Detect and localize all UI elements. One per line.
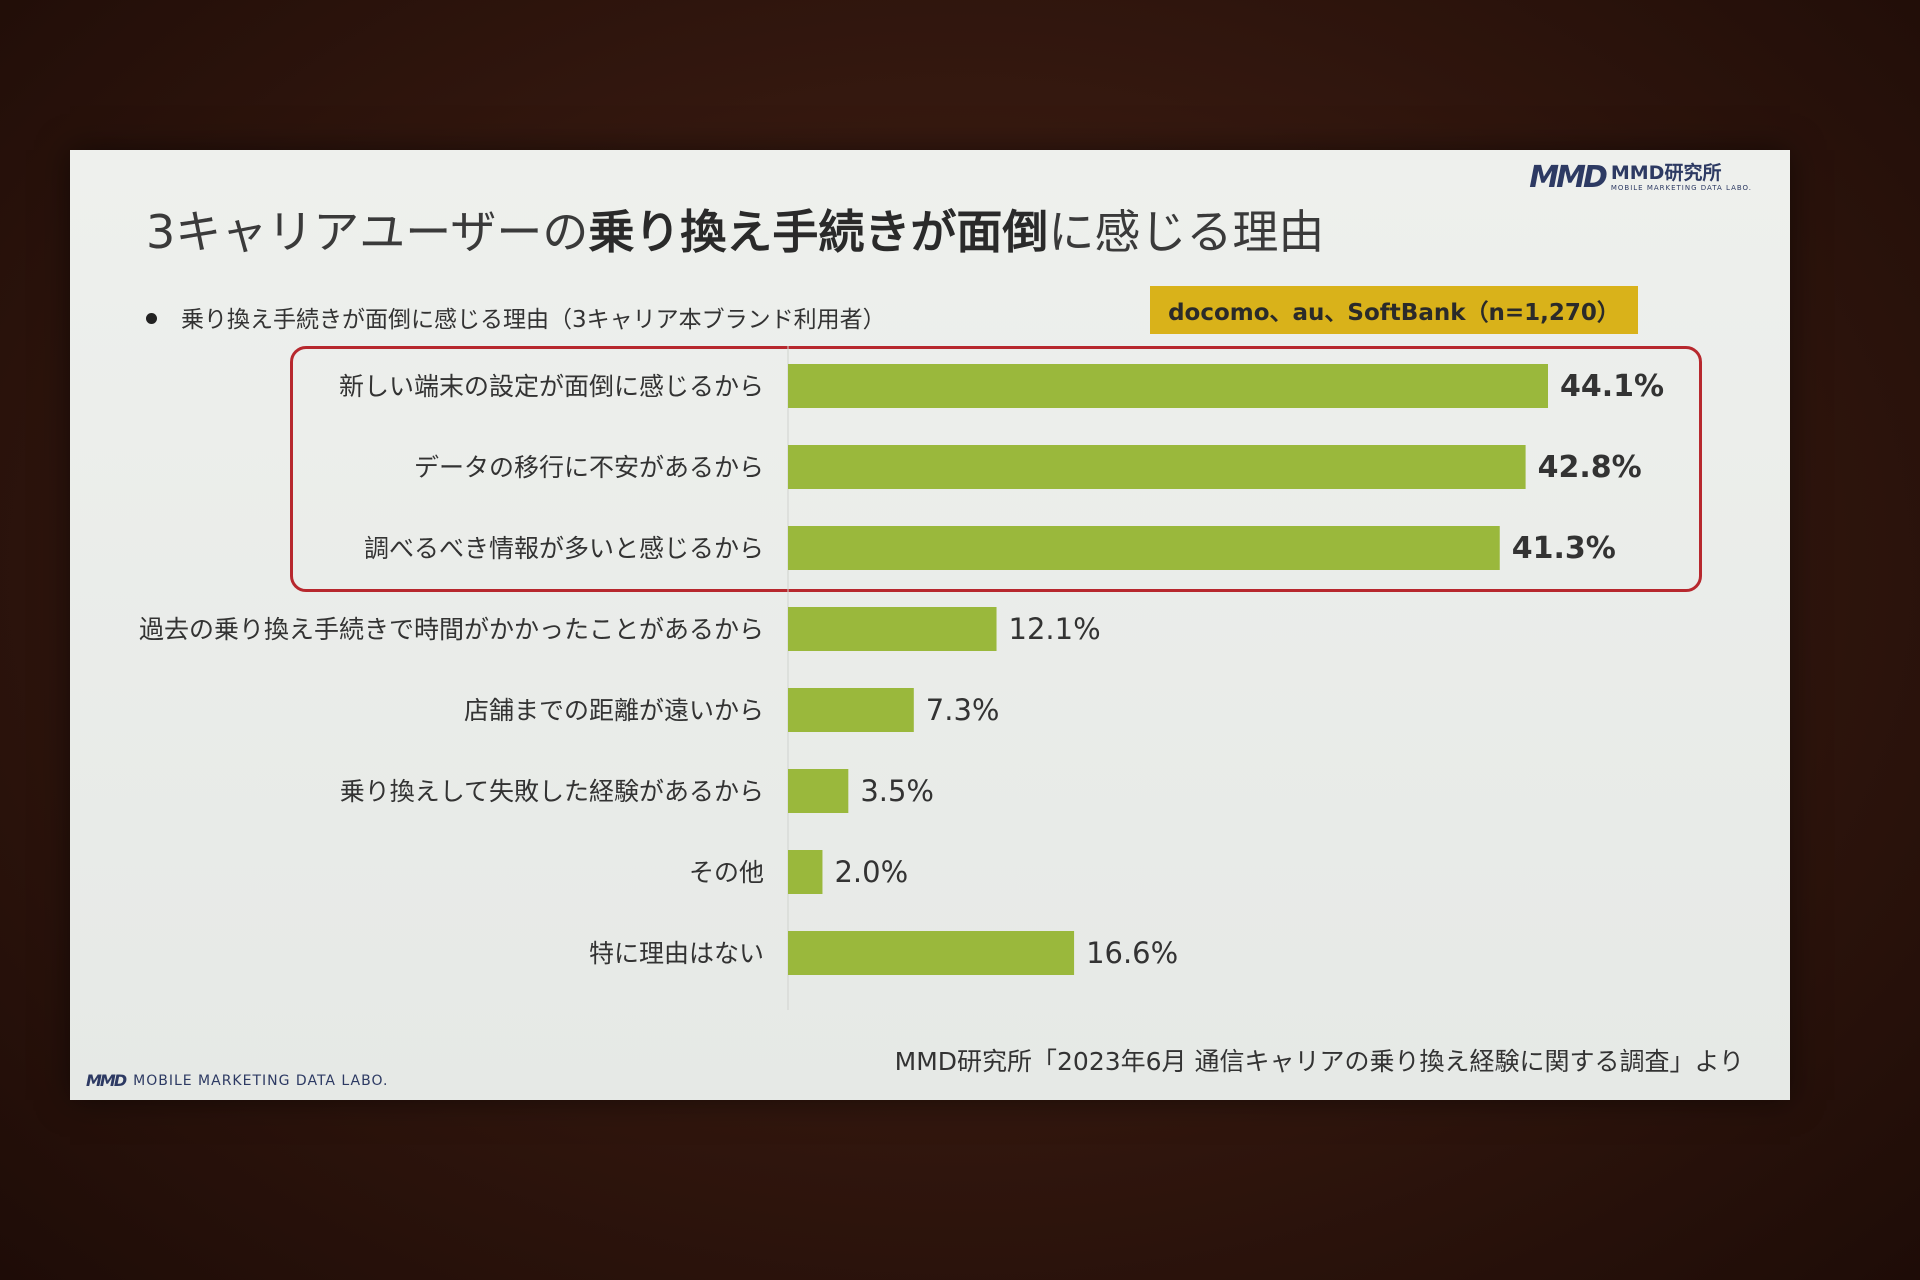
category-label: データの移行に不安があるから bbox=[414, 453, 764, 482]
category-label: 乗り換えして失敗した経験があるから bbox=[340, 777, 764, 806]
category-label: 過去の乗り換え手続きで時間がかかったことがあるから bbox=[139, 615, 764, 644]
subtitle-text: 乗り換え手続きが面倒に感じる理由（3キャリア本ブランド利用者） bbox=[181, 307, 886, 333]
bar-chart: 新しい端末の設定が面倒に感じるから 44.1% データの移行に不安があるから 42.8… bbox=[139, 346, 1664, 1010]
title-prefix: 3キャリアユーザーの bbox=[146, 205, 589, 259]
title-bold: 乗り換え手続きが面倒 bbox=[588, 205, 1049, 259]
value-label: 42.8% bbox=[1538, 450, 1642, 485]
logo-name: MMD研究所 bbox=[1610, 161, 1722, 184]
footer-logo: MMD MOBILE MARKETING DATA LABO. bbox=[86, 1071, 388, 1090]
bar bbox=[788, 931, 1075, 975]
source-note: MMD研究所「2023年6月 通信キャリアの乗り換え経験に関する調査」より bbox=[894, 1047, 1744, 1076]
value-label: 16.6% bbox=[1086, 936, 1178, 970]
mmd-logo: MMD MMD研究所 MOBILE MARKETING DATA LABO. bbox=[1529, 160, 1752, 195]
value-label: 3.5% bbox=[860, 774, 934, 808]
logo-subtitle: MOBILE MARKETING DATA LABO. bbox=[1610, 183, 1752, 192]
title-suffix: に感じる理由 bbox=[1048, 205, 1325, 259]
slide-title: 3キャリアユーザーの乗り換え手続きが面倒に感じる理由 bbox=[146, 196, 1324, 262]
bullet-icon bbox=[146, 313, 157, 324]
value-label: 2.0% bbox=[834, 855, 908, 889]
bar bbox=[788, 688, 914, 732]
bar bbox=[788, 607, 997, 651]
slide: MMD MMD研究所 MOBILE MARKETING DATA LABO. 3… bbox=[70, 150, 1790, 1100]
value-label: 41.3% bbox=[1512, 531, 1616, 566]
sample-badge: docomo、au、SoftBank（n=1,270） bbox=[1150, 286, 1638, 334]
bar bbox=[788, 850, 823, 894]
bar bbox=[788, 769, 849, 813]
value-label: 7.3% bbox=[926, 693, 1000, 727]
category-label: その他 bbox=[689, 858, 764, 887]
category-label: 特に理由はない bbox=[589, 939, 764, 968]
category-label: 店舗までの距離が遠いから bbox=[464, 696, 764, 725]
footer-logo-mark: MMD bbox=[86, 1071, 127, 1090]
value-label: 44.1% bbox=[1560, 369, 1664, 404]
chart-subtitle: 乗り換え手続きが面倒に感じる理由（3キャリア本ブランド利用者） bbox=[146, 300, 886, 334]
mmd-logo-mark: MMD bbox=[1529, 160, 1608, 195]
bar bbox=[788, 445, 1526, 489]
category-label: 調べるべき情報が多いと感じるから bbox=[364, 534, 764, 563]
highlight-box bbox=[290, 346, 1702, 592]
bar bbox=[788, 364, 1548, 408]
footer-logo-text: MOBILE MARKETING DATA LABO. bbox=[133, 1072, 389, 1089]
value-label: 12.1% bbox=[1009, 612, 1101, 646]
category-label: 新しい端末の設定が面倒に感じるから bbox=[339, 372, 764, 401]
bar bbox=[788, 526, 1500, 570]
